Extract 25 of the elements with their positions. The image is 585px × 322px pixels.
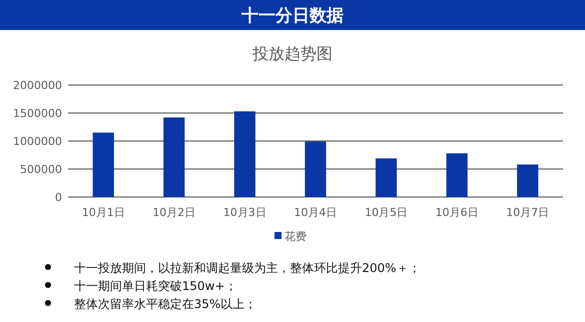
text: 十一期间单日耗突破150w+； — [74, 279, 237, 293]
x-tick-label: 10月5日 — [364, 206, 408, 219]
bar — [376, 158, 397, 197]
x-tick-label: 10月2日 — [152, 206, 196, 219]
bar — [234, 111, 256, 197]
y-tick-label: 1500000 — [13, 107, 62, 120]
y-tick-label: 2000000 — [13, 79, 62, 92]
bar — [517, 164, 538, 197]
y-tick-label: 0 — [55, 191, 62, 204]
bar — [304, 142, 326, 197]
bar — [163, 117, 185, 197]
x-tick-label: 10月4日 — [294, 206, 337, 219]
chart-subtitle: 投放趋势图 — [252, 44, 332, 63]
x-tick-label: 10月1日 — [82, 206, 125, 219]
x-tick-label: 10月6日 — [435, 206, 478, 219]
chart-title: 十一分日数据 — [240, 6, 344, 26]
x-tick-label: 10月3日 — [223, 206, 266, 219]
text: 整体次留率水平稳定在35%以上； — [74, 297, 257, 311]
bar — [446, 153, 468, 197]
text: 十一投放期间，以拉新和调起量级为主，整体环比提升200%＋； — [74, 261, 420, 275]
bar — [92, 132, 114, 197]
x-tick-label: 10月7日 — [506, 206, 550, 219]
y-tick-label: 500000 — [20, 163, 62, 176]
y-tick-label: 1000000 — [13, 135, 62, 148]
legend-label: 花费 — [284, 230, 306, 243]
